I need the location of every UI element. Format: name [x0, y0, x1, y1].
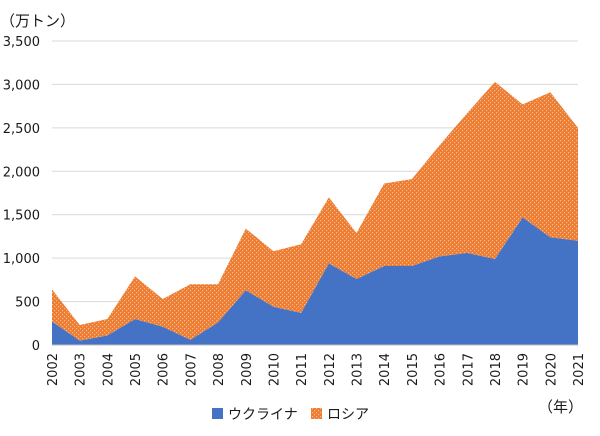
x-tick-label: 2017: [461, 353, 476, 386]
y-tick-label: 1,500: [3, 209, 40, 224]
x-axis-ticks: 2002 2003 2004 2005 2006 2007 2008 2009 2010 2011…: [46, 353, 587, 386]
area-ukraine: [52, 217, 578, 345]
x-tick-label: 2005: [129, 353, 144, 386]
legend-swatch-russia: [311, 408, 322, 419]
x-tick-label: 2003: [74, 353, 89, 386]
x-axis-unit-label: （年）: [538, 398, 583, 416]
x-tick-label: 2016: [434, 353, 449, 386]
x-tick-label: 2021: [572, 353, 587, 386]
y-tick-label: 1,000: [3, 252, 40, 267]
y-tick-label: 3,000: [3, 78, 40, 93]
x-tick-label: 2019: [517, 353, 532, 386]
x-tick-label: 2006: [157, 353, 172, 386]
x-tick-label: 2004: [101, 353, 116, 386]
x-tick-label: 2012: [323, 353, 338, 386]
area-russia: [52, 81, 578, 341]
y-axis-unit-label: （万トン）: [0, 12, 75, 30]
x-tick-label: 2018: [489, 353, 504, 386]
x-tick-label: 2007: [184, 353, 199, 386]
legend-label-ukraine: ウクライナ: [228, 407, 298, 423]
y-axis-ticks: 0 500 1,000 1,500 2,000 2,500 3,000 3,500: [3, 35, 40, 354]
x-tick-label: 2013: [351, 353, 366, 386]
x-tick-label: 2020: [544, 353, 559, 386]
legend: ウクライナ ロシア: [212, 407, 369, 423]
y-tick-label: 2,500: [3, 122, 40, 137]
x-tick-label: 2015: [406, 353, 421, 386]
legend-label-russia: ロシア: [327, 407, 369, 423]
x-tick-label: 2011: [295, 353, 310, 386]
y-tick-label: 0: [32, 339, 40, 354]
x-tick-label: 2008: [212, 353, 227, 386]
x-tick-label: 2009: [240, 353, 255, 386]
x-tick-label: 2010: [267, 353, 282, 386]
y-tick-label: 2,000: [3, 165, 40, 180]
y-tick-label: 500: [15, 296, 40, 311]
x-tick-label: 2014: [378, 353, 393, 386]
area-series: [52, 81, 578, 346]
y-tick-label: 3,500: [3, 35, 40, 50]
legend-swatch-ukraine: [212, 408, 223, 419]
x-tick-label: 2002: [46, 353, 61, 386]
